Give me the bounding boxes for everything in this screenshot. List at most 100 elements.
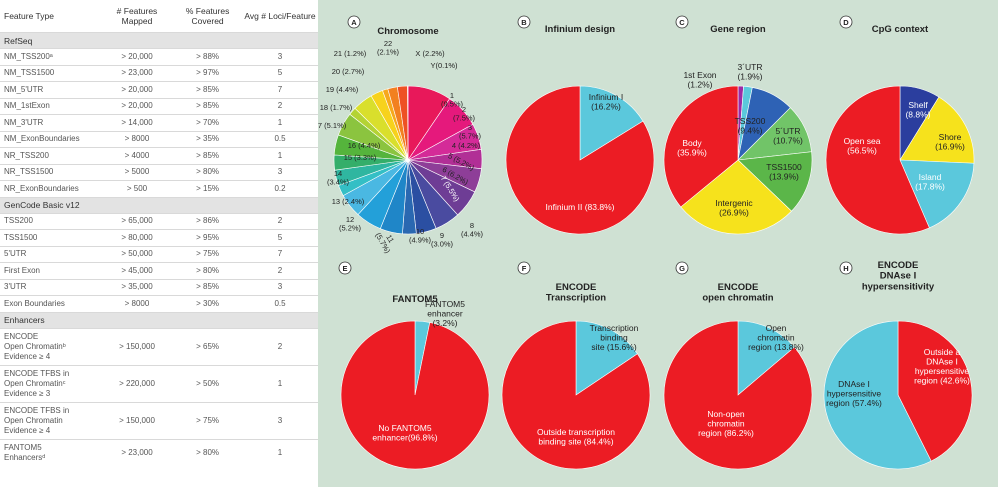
value-cell: 0.5 [242,296,318,313]
panel-letter-D: D [843,18,849,27]
section-title: Enhancers [0,312,318,328]
value-cell: > 80% [173,263,242,280]
value-cell: 7 [242,82,318,99]
feature-type-cell: Exon Boundaries [0,296,101,313]
table-row: TSS200> 65,000> 86%2 [0,213,318,230]
slice-label-A-8: 9(3.0%) [431,231,454,248]
value-cell: > 50,000 [101,246,173,263]
feature-type-cell: 5'UTR [0,246,101,263]
slice-label-A-22: X (2.2%) [415,49,445,58]
value-cell: 3 [242,164,318,181]
table-row: 5'UTR> 50,000> 75%7 [0,246,318,263]
panel-letter-H: H [843,264,848,273]
slice-label-D-1: Shore(16.9%) [935,132,965,152]
value-cell: > 50% [173,365,242,402]
value-cell: 2 [242,98,318,115]
value-cell: 2 [242,213,318,230]
feature-type-cell: First Exon [0,263,101,280]
value-cell: 5 [242,65,318,82]
value-cell: > 20,000 [101,98,173,115]
column-header: Avg # Loci/Feature [242,0,318,33]
slice-label-D-0: Shelf(8.8%) [905,100,930,120]
feature-type-cell: NM_5'UTR [0,82,101,99]
table-row: NM_TSS1500> 23,000> 97%5 [0,65,318,82]
feature-type-cell: TSS1500 [0,230,101,247]
table-row: 3'UTR> 35,000> 85%3 [0,279,318,296]
value-cell: > 45,000 [101,263,173,280]
value-cell: > 23,000 [101,439,173,466]
table-row: NM_TSS200ᵃ> 20,000> 88%3 [0,49,318,66]
value-cell: > 85% [173,279,242,296]
value-cell: > 85% [173,82,242,99]
slice-label-C-2: TSS200(9.4%) [735,116,766,136]
value-cell: > 35% [173,131,242,148]
value-cell: > 150,000 [101,402,173,439]
table-row: NM_ExonBoundaries> 8000> 35%0.5 [0,131,318,148]
value-cell: 1 [242,439,318,466]
section-title: RefSeq [0,33,318,49]
slice-label-B-0: Infinium I(16.2%) [589,92,624,112]
slice-label-A-11: 12(5.2%) [339,215,362,232]
value-cell: 5 [242,230,318,247]
feature-type-cell: NM_TSS200ᵃ [0,49,101,66]
slice-label-B-1: Infinium II (83.8%) [546,202,615,212]
value-cell: > 80,000 [101,230,173,247]
slice-label-A-15: 16 (4.4%) [348,141,381,150]
chart-title-A: Chromosome [377,26,438,37]
feature-type-cell: NM_ExonBoundaries [0,131,101,148]
value-cell: > 150,000 [101,328,173,365]
table-row: NR_ExonBoundaries> 500> 15%0.2 [0,181,318,198]
panel-letter-B: B [521,18,527,27]
slice-label-A-7: 8(4.4%) [461,221,484,238]
feature-type-cell: NR_TSS1500 [0,164,101,181]
value-cell: 1 [242,148,318,165]
slice-label-A-14: 15 (3.3%) [344,153,377,162]
table-section-row: RefSeq [0,33,318,49]
value-cell: > 20,000 [101,49,173,66]
value-cell: > 88% [173,49,242,66]
value-cell: > 80% [173,164,242,181]
value-cell: 2 [242,328,318,365]
table-section-row: GenCode Basic v12 [0,197,318,213]
value-cell: > 500 [101,181,173,198]
slice-label-D-3: Open sea(56.5%) [844,136,881,156]
value-cell: > 35,000 [101,279,173,296]
value-cell: > 75% [173,402,242,439]
feature-type-cell: NM_TSS1500 [0,65,101,82]
value-cell: > 23,000 [101,65,173,82]
chart-title-C: Gene region [710,24,766,35]
panel-letter-A: A [351,18,357,27]
value-cell: > 85% [173,148,242,165]
value-cell: > 86% [173,213,242,230]
slice-label-A-12: 13 (2.4%) [332,197,365,206]
value-cell: 3 [242,402,318,439]
feature-type-cell: NM_1stExon [0,98,101,115]
value-cell: > 70% [173,115,242,132]
value-cell: > 80% [173,439,242,466]
value-cell: 1 [242,365,318,402]
table-row: NM_1stExon> 20,000> 85%2 [0,98,318,115]
value-cell: > 14,000 [101,115,173,132]
slice-label-D-2: Island(17.8%) [915,172,945,192]
slice-label-A-17: 18 (1.7%) [320,103,353,112]
value-cell: > 15% [173,181,242,198]
value-cell: > 8000 [101,131,173,148]
slice-label-A-3: 4 (4.2%) [452,141,481,150]
value-cell: 3 [242,49,318,66]
value-cell: 7 [242,246,318,263]
